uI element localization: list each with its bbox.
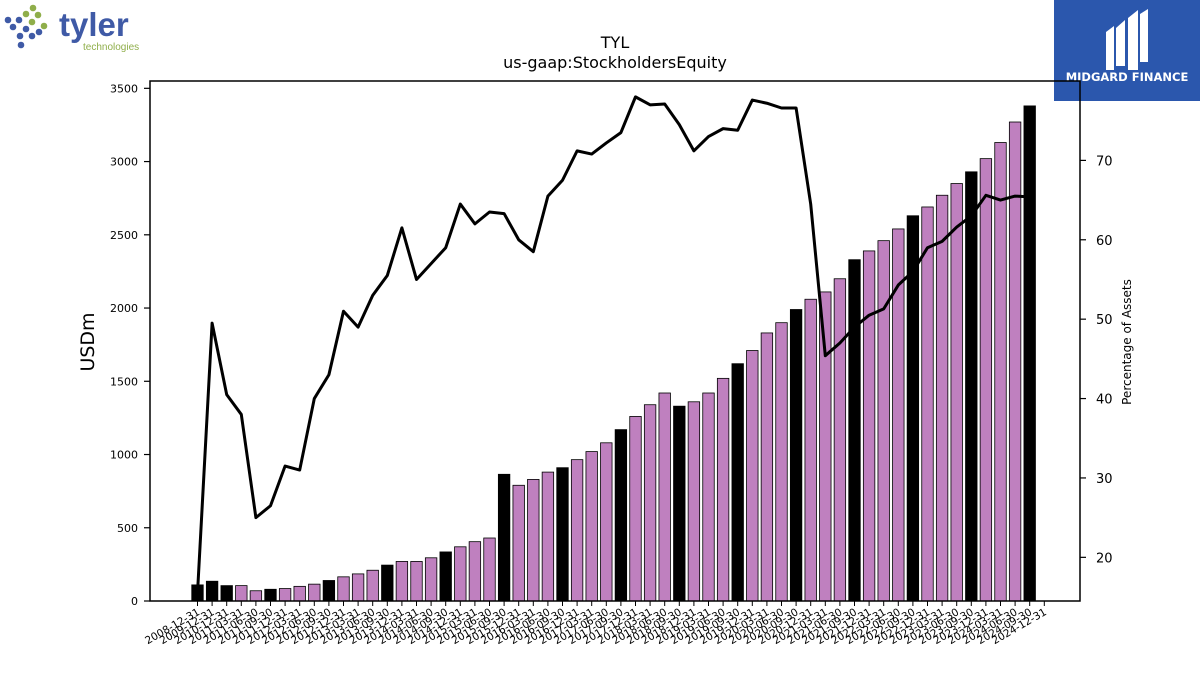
tyler-logo-text: tyler — [59, 6, 129, 43]
bar-2017-12-31 — [629, 416, 642, 602]
y-tick-label: 2500 — [110, 229, 138, 242]
bar-2023-12-31 — [979, 158, 993, 602]
y-axis-label: USDm — [77, 312, 99, 371]
tyler-logo-subtext: technologies — [83, 42, 139, 53]
midgard-finance-logo: MIDGARD FINANCE — [1054, 0, 1200, 101]
bar-2022-12-31 — [921, 206, 934, 602]
bar-2013-09-30 — [381, 564, 394, 602]
bar-2011-06-30 — [249, 590, 263, 602]
bar-2021-12-31 — [862, 250, 876, 602]
bar-2023-03-31 — [935, 194, 949, 602]
bar-2020-03-31 — [760, 332, 774, 602]
bar-2023-09-30 — [965, 171, 978, 602]
bar-2015-06-30 — [483, 537, 496, 602]
bar-series — [191, 105, 1036, 602]
bar-2016-06-30 — [541, 471, 555, 602]
bar-2019-06-30 — [716, 377, 730, 602]
bar-2014-12-31 — [454, 546, 467, 602]
bar-2011-09-30 — [264, 588, 277, 602]
y-tick-label: 3500 — [110, 82, 138, 95]
y2-axis-label: Percentage of Assets — [1120, 279, 1134, 405]
percentage-of-assets-line — [196, 95, 1030, 594]
bar-2018-06-30 — [658, 392, 671, 602]
y-tick-label: 2000 — [110, 302, 138, 315]
bar-2018-12-31 — [687, 401, 701, 602]
bar-2014-03-31 — [410, 561, 423, 602]
y2-tick-label: 70 — [1096, 154, 1113, 169]
y2-tick-label: 20 — [1096, 551, 1113, 566]
tyler-logo: tyler technologies — [4, 4, 154, 54]
bar-2010-12-31 — [220, 585, 233, 602]
bar-2019-03-31 — [702, 392, 715, 602]
bar-2023-06-30 — [950, 183, 963, 602]
bar-2012-06-30 — [308, 583, 321, 602]
bar-2017-06-30 — [600, 442, 613, 602]
bar-2020-09-30 — [789, 309, 803, 602]
bar-2024-03-31 — [994, 142, 1007, 602]
bar-2024-06-30 — [1008, 121, 1022, 602]
bar-2020-06-30 — [775, 322, 788, 602]
bar-2016-12-31 — [570, 459, 584, 602]
y2-tick-label: 60 — [1096, 234, 1113, 249]
bar-2017-09-30 — [614, 429, 628, 602]
midgard-logo-text: MIDGARD FINANCE — [1066, 70, 1189, 84]
bar-2013-12-31 — [395, 561, 409, 602]
bar-2021-09-30 — [848, 259, 861, 602]
y2-tick-label: 50 — [1096, 313, 1113, 328]
bar-2012-03-31 — [293, 585, 306, 602]
y2-tick-label: 30 — [1096, 472, 1113, 487]
y-tick-label: 1000 — [110, 449, 138, 462]
bar-2018-03-31 — [643, 404, 657, 602]
bar-2019-12-31 — [746, 350, 759, 602]
bar-2019-09-30 — [731, 363, 744, 602]
bar-2009-12-31 — [205, 580, 219, 602]
bar-2015-12-31 — [512, 484, 525, 602]
bar-2018-09-30 — [673, 405, 686, 602]
bar-2020-12-31 — [804, 298, 817, 602]
bar-2016-09-30 — [556, 467, 569, 602]
bar-2014-09-30 — [439, 551, 452, 602]
bar-2017-03-31 — [585, 451, 598, 602]
y2-tick-label: 40 — [1096, 393, 1113, 408]
y-tick-label: 3000 — [110, 156, 138, 169]
chart-title: TYL — [600, 33, 630, 52]
bar-2015-03-31 — [468, 541, 482, 602]
bar-2013-06-30 — [366, 569, 379, 602]
bar-2016-03-31 — [527, 479, 540, 602]
tyler-logo-dots-icon — [4, 4, 48, 49]
bar-2012-09-30 — [322, 580, 336, 602]
y-tick-label: 500 — [117, 522, 138, 535]
bar-2024-09-30 — [1023, 105, 1036, 602]
plot-frame — [149, 80, 1081, 602]
bar-2021-06-30 — [833, 278, 847, 602]
bar-2011-03-31 — [235, 585, 248, 602]
bar-2011-12-31 — [278, 588, 292, 602]
bar-2014-06-30 — [424, 557, 438, 602]
bar-2021-03-31 — [819, 291, 832, 602]
midgard-logo-mark-icon — [1106, 9, 1148, 70]
chart-subtitle: us-gaap:StockholdersEquity — [503, 53, 727, 72]
y-tick-label: 1500 — [110, 375, 138, 388]
bar-2015-09-30 — [497, 473, 511, 602]
bar-2012-12-31 — [337, 576, 350, 602]
y-tick-label: 0 — [131, 595, 138, 608]
bar-2013-03-31 — [351, 573, 365, 602]
bar-2022-03-31 — [877, 240, 890, 602]
